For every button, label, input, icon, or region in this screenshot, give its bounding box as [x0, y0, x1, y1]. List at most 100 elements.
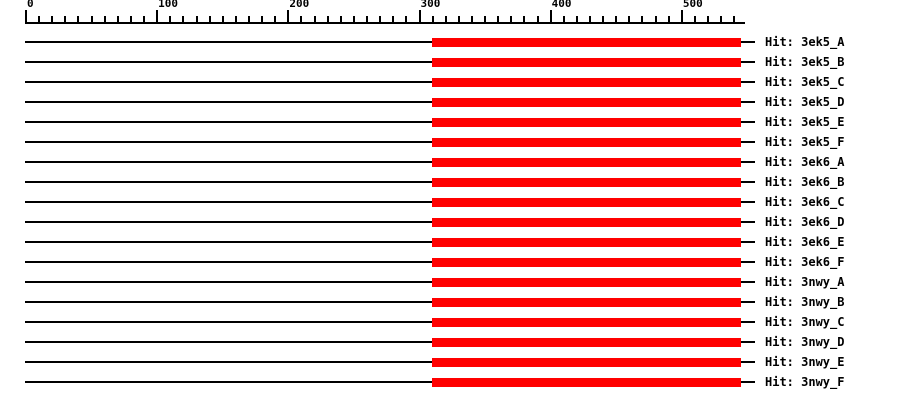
hit-baseline [25, 321, 755, 323]
ruler-minor-tick [602, 16, 605, 24]
hit-row[interactable]: Hit: 3ek6_F [0, 255, 900, 276]
hit-baseline [25, 341, 755, 343]
hit-hsp-bar[interactable] [431, 297, 742, 307]
hit-baseline [25, 81, 755, 83]
hit-label[interactable]: Hit: 3nwy_A [765, 275, 845, 289]
hit-hsp-bar[interactable] [431, 77, 742, 87]
hit-row[interactable]: Hit: 3ek5_B [0, 55, 900, 76]
ruler-tick-label: 0 [27, 0, 34, 10]
hit-row[interactable]: Hit: 3ek5_F [0, 135, 900, 156]
ruler-minor-tick [497, 16, 500, 24]
hit-label[interactable]: Hit: 3ek6_F [765, 255, 845, 269]
hit-hsp-bar[interactable] [431, 277, 742, 287]
ruler-minor-tick [641, 16, 644, 24]
hit-label[interactable]: Hit: 3ek5_B [765, 55, 845, 69]
ruler-minor-tick [379, 16, 382, 24]
hit-row[interactable]: Hit: 3ek5_C [0, 75, 900, 96]
ruler-minor-tick [536, 16, 539, 24]
hit-baseline [25, 61, 755, 63]
hit-baseline [25, 261, 755, 263]
ruler-major-tick [680, 10, 683, 24]
ruler-minor-tick [195, 16, 198, 24]
ruler-tick-label: 500 [682, 0, 703, 10]
hit-hsp-bar[interactable] [431, 117, 742, 127]
hit-label[interactable]: Hit: 3nwy_C [765, 315, 845, 329]
hit-row[interactable]: Hit: 3ek5_E [0, 115, 900, 136]
ruler-major-tick [418, 10, 421, 24]
ruler-minor-tick [64, 16, 67, 24]
hit-hsp-bar[interactable] [431, 157, 742, 167]
hit-row[interactable]: Hit: 3nwy_A [0, 275, 900, 296]
ruler-major-tick [549, 10, 552, 24]
hit-hsp-bar[interactable] [431, 37, 742, 47]
hit-hsp-bar[interactable] [431, 337, 742, 347]
hit-row[interactable]: Hit: 3ek6_A [0, 155, 900, 176]
ruler-minor-tick [510, 16, 513, 24]
ruler-minor-tick [77, 16, 80, 24]
ruler-minor-tick [234, 16, 237, 24]
hit-label[interactable]: Hit: 3ek6_A [765, 155, 845, 169]
hit-label[interactable]: Hit: 3nwy_F [765, 375, 845, 389]
ruler-tick-label: 200 [289, 0, 310, 10]
hit-label[interactable]: Hit: 3ek5_E [765, 115, 845, 129]
hit-label[interactable]: Hit: 3ek6_B [765, 175, 845, 189]
hit-baseline [25, 361, 755, 363]
hit-label[interactable]: Hit: 3nwy_E [765, 355, 845, 369]
hit-baseline [25, 381, 755, 383]
hit-hsp-bar[interactable] [431, 137, 742, 147]
ruler-minor-tick [339, 16, 342, 24]
hit-row[interactable]: Hit: 3ek5_D [0, 95, 900, 116]
ruler-minor-tick [654, 16, 657, 24]
ruler-minor-tick [562, 16, 565, 24]
hit-label[interactable]: Hit: 3ek6_E [765, 235, 845, 249]
hit-row[interactable]: Hit: 3nwy_D [0, 335, 900, 356]
hit-row[interactable]: Hit: 3ek6_E [0, 235, 900, 256]
ruler-tick-label: 300 [420, 0, 441, 10]
hit-row[interactable]: Hit: 3ek6_C [0, 195, 900, 216]
hit-label[interactable]: Hit: 3ek6_D [765, 215, 845, 229]
hit-baseline [25, 141, 755, 143]
hit-hsp-bar[interactable] [431, 217, 742, 227]
hit-hsp-bar[interactable] [431, 377, 742, 387]
hit-label[interactable]: Hit: 3nwy_D [765, 335, 845, 349]
ruler-minor-tick [326, 16, 329, 24]
hit-hsp-bar[interactable] [431, 317, 742, 327]
ruler-minor-tick [589, 16, 592, 24]
hit-hsp-bar[interactable] [431, 357, 742, 367]
hit-row[interactable]: Hit: 3ek6_B [0, 175, 900, 196]
ruler-major-tick [25, 10, 27, 24]
ruler-minor-tick [103, 16, 106, 24]
ruler-minor-tick [523, 16, 526, 24]
hit-label[interactable]: Hit: 3ek5_C [765, 75, 845, 89]
hit-hsp-bar[interactable] [431, 97, 742, 107]
hit-label[interactable]: Hit: 3ek6_C [765, 195, 845, 209]
ruler-minor-tick [615, 16, 618, 24]
ruler-minor-tick [143, 16, 146, 24]
ruler-minor-tick [693, 16, 696, 24]
hit-label[interactable]: Hit: 3ek5_F [765, 135, 845, 149]
hit-row[interactable]: Hit: 3ek6_D [0, 215, 900, 236]
hit-hsp-bar[interactable] [431, 57, 742, 67]
hit-row[interactable]: Hit: 3nwy_F [0, 375, 900, 396]
hit-row[interactable]: Hit: 3nwy_B [0, 295, 900, 316]
ruler-minor-tick [667, 16, 670, 24]
ruler-minor-tick [707, 16, 710, 24]
ruler-minor-tick [129, 16, 132, 24]
hit-label[interactable]: Hit: 3nwy_B [765, 295, 845, 309]
hit-row[interactable]: Hit: 3nwy_E [0, 355, 900, 376]
hit-row[interactable]: Hit: 3nwy_C [0, 315, 900, 336]
hit-label[interactable]: Hit: 3ek5_D [765, 95, 845, 109]
hit-hsp-bar[interactable] [431, 177, 742, 187]
ruler-minor-tick [431, 16, 434, 24]
hit-label[interactable]: Hit: 3ek5_A [765, 35, 845, 49]
ruler-minor-tick [247, 16, 250, 24]
hit-hsp-bar[interactable] [431, 197, 742, 207]
ruler-minor-tick [405, 16, 408, 24]
hit-baseline [25, 161, 755, 163]
hit-row[interactable]: Hit: 3ek5_A [0, 35, 900, 56]
ruler-minor-tick [733, 16, 736, 24]
hit-hsp-bar[interactable] [431, 257, 742, 267]
ruler-minor-tick [366, 16, 369, 24]
hit-baseline [25, 221, 755, 223]
hit-hsp-bar[interactable] [431, 237, 742, 247]
